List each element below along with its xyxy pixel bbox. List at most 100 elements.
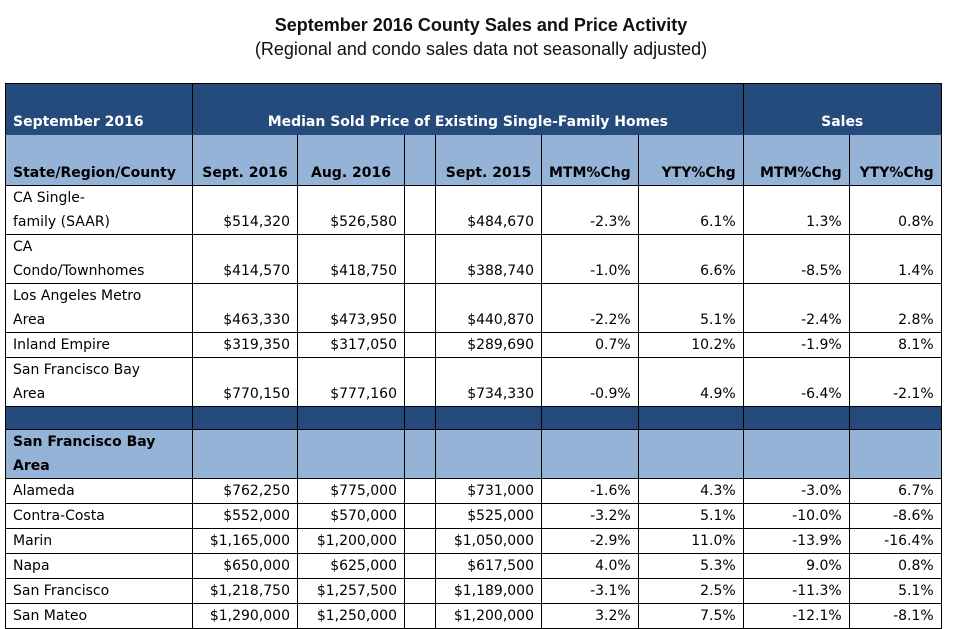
cell-aug-2016: $570,000 — [297, 503, 405, 529]
cell-sales-mtm: -6.4% — [742, 357, 850, 407]
cell-sales-yty: -8.1% — [848, 603, 942, 629]
cell-price-yty: 6.1% — [637, 185, 744, 235]
cell-price-yty: 7.5% — [637, 603, 744, 629]
cell-sept-2015: $388,740 — [435, 234, 542, 284]
cell-sept-2016: $319,350 — [192, 332, 298, 358]
region-name-line: Area — [13, 386, 46, 402]
col-spacer — [404, 283, 436, 333]
table-row: Marin $1,165,000 $1,200,000 $1,050,000 -2.9%… — [5, 528, 942, 554]
col-spacer — [404, 578, 436, 604]
cell-sept-2016: $650,000 — [192, 553, 298, 579]
cell-sales-yty: -2.1% — [848, 357, 942, 407]
col-spacer — [404, 332, 436, 358]
col-spacer — [404, 357, 436, 407]
cell-sales-mtm: -13.9% — [742, 528, 850, 554]
cell-aug-2016: $1,250,000 — [297, 603, 405, 629]
table-row: Contra-Costa $552,000 $570,000 $525,000 -3.2… — [5, 503, 942, 529]
cell-sept-2015: $731,000 — [435, 478, 542, 504]
cell-price-mtm: -3.1% — [541, 578, 639, 604]
cell-aug-2016: $526,580 — [297, 185, 405, 235]
cell-aug-2016: $1,200,000 — [297, 528, 405, 554]
cell-aug-2016: $317,050 — [297, 332, 405, 358]
cell-aug-2016: $625,000 — [297, 553, 405, 579]
col-header-sales-yty: YTY%Chg — [848, 134, 942, 186]
cell-aug-2016: $1,257,500 — [297, 578, 405, 604]
group-header-row: September 2016 Median Sold Price of Exis… — [5, 83, 942, 135]
cell-sept-2016: $770,150 — [192, 357, 298, 407]
cell-sept-2016: $1,290,000 — [192, 603, 298, 629]
col-header-sept-2015: Sept. 2015 — [435, 134, 542, 186]
cell-sept-2016: $552,000 — [192, 503, 298, 529]
cell-sept-2015: $525,000 — [435, 503, 542, 529]
cell-sept-2015: $734,330 — [435, 357, 542, 407]
cell-price-yty: 5.1% — [637, 283, 744, 333]
cell-sept-2015: $1,189,000 — [435, 578, 542, 604]
county-rows: Alameda $762,250 $775,000 $731,000 -1.6% 4.3%… — [5, 478, 942, 629]
cell-region-name: Inland Empire — [5, 332, 193, 358]
cell-sales-mtm: 9.0% — [742, 553, 850, 579]
region-name-line: Area — [13, 312, 46, 328]
table-row: CA Condo/Townhomes $414,570 $418,750 $388,74… — [5, 234, 942, 284]
section-label-line: Area — [13, 458, 50, 474]
cell-sales-mtm: -11.3% — [742, 578, 850, 604]
cell-price-yty: 4.3% — [637, 478, 744, 504]
table-row: Napa $650,000 $625,000 $617,500 4.0% 5.3% 9.0%… — [5, 553, 942, 579]
col-spacer — [404, 553, 436, 579]
cell-price-mtm: -3.2% — [541, 503, 639, 529]
cell-sept-2015: $289,690 — [435, 332, 542, 358]
cell-region-name: Napa — [5, 553, 193, 579]
cell-sept-2015: $617,500 — [435, 553, 542, 579]
cell-sept-2015: $484,670 — [435, 185, 542, 235]
cell-region-name: San Francisco — [5, 578, 193, 604]
cell-region-name: CA Condo/Townhomes — [5, 234, 193, 284]
page-subtitle: (Regional and condo sales data not seaso… — [254, 39, 708, 59]
header-september-2016: September 2016 — [5, 83, 193, 135]
cell-region-name: Marin — [5, 528, 193, 554]
header-sales-group: Sales — [742, 83, 942, 135]
cell-sales-mtm: -2.4% — [742, 283, 850, 333]
cell-price-yty: 11.0% — [637, 528, 744, 554]
cell-price-mtm: -2.2% — [541, 283, 639, 333]
cell-sales-mtm: -3.0% — [742, 478, 850, 504]
cell-price-mtm: -1.6% — [541, 478, 639, 504]
cell-sales-yty: 0.8% — [848, 185, 942, 235]
cell-sept-2016: $1,218,750 — [192, 578, 298, 604]
cell-region-name: CA Single-family (SAAR) — [5, 185, 193, 235]
cell-sept-2015: $440,870 — [435, 283, 542, 333]
cell-region-name: Los Angeles Metro Area — [5, 283, 193, 333]
col-spacer — [404, 603, 436, 629]
col-header-price-yty: YTY%Chg — [637, 134, 744, 186]
col-header-region: State/Region/County — [5, 134, 193, 186]
cell-sales-mtm: -8.5% — [742, 234, 850, 284]
cell-region-name: Alameda — [5, 478, 193, 504]
col-header-price-mtm: MTM%Chg — [541, 134, 639, 186]
cell-price-mtm: 0.7% — [541, 332, 639, 358]
table-row: San Francisco $1,218,750 $1,257,500 $1,189,… — [5, 578, 942, 604]
table-row: Alameda $762,250 $775,000 $731,000 -1.6% 4.3%… — [5, 478, 942, 504]
cell-sept-2015: $1,050,000 — [435, 528, 542, 554]
cell-sept-2015: $1,200,000 — [435, 603, 542, 629]
cell-sept-2016: $514,320 — [192, 185, 298, 235]
col-spacer — [404, 134, 436, 186]
cell-region-name: San Francisco Bay Area — [5, 357, 193, 407]
region-rows: CA Single-family (SAAR) $514,320 $526,580 $… — [5, 185, 942, 407]
cell-price-mtm: -1.0% — [541, 234, 639, 284]
col-header-sept-2016: Sept. 2016 — [192, 134, 298, 186]
cell-sales-yty: 8.1% — [848, 332, 942, 358]
cell-price-mtm: -2.9% — [541, 528, 639, 554]
cell-sept-2016: $463,330 — [192, 283, 298, 333]
table-row: San Francisco Bay Area $770,150 $777,160 $73… — [5, 357, 942, 407]
region-name-line: family (SAAR) — [13, 214, 111, 230]
section-header-row: San Francisco Bay Area — [5, 429, 942, 479]
cell-price-yty: 5.1% — [637, 503, 744, 529]
region-name-line: Los Angeles Metro — [13, 288, 142, 304]
cell-sept-2016: $762,250 — [192, 478, 298, 504]
cell-sales-mtm: -12.1% — [742, 603, 850, 629]
region-name-line: Inland Empire — [13, 337, 111, 353]
col-spacer — [404, 528, 436, 554]
col-header-sales-mtm: MTM%Chg — [742, 134, 850, 186]
cell-aug-2016: $777,160 — [297, 357, 405, 407]
cell-sales-yty: 2.8% — [848, 283, 942, 333]
cell-aug-2016: $775,000 — [297, 478, 405, 504]
cell-price-mtm: -2.3% — [541, 185, 639, 235]
